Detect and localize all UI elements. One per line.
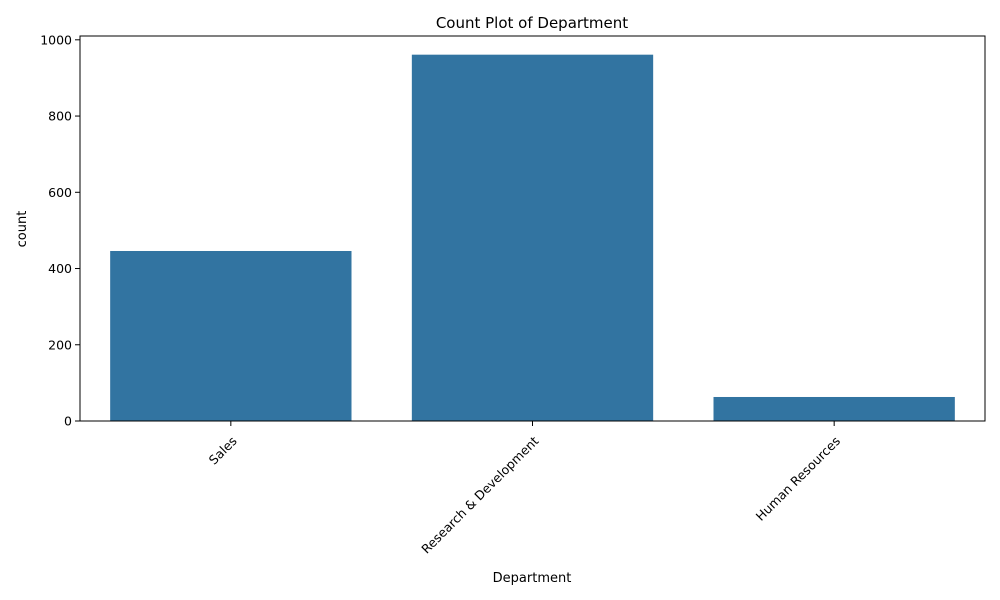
y-tick-label: 200 [48, 337, 72, 352]
x-axis-label: Department [493, 571, 572, 586]
plot-frame [79, 35, 986, 422]
x-tick-label: Human Resources [753, 433, 843, 523]
x-tick-label: Sales [206, 433, 240, 467]
y-tick-label: 800 [48, 109, 72, 124]
y-tick-label: 0 [64, 414, 72, 429]
x-axis-ticks: Sales Research & Development Human Resourc… [206, 421, 843, 556]
chart-title: Count Plot of Department [436, 14, 628, 32]
y-tick-label: 600 [48, 185, 72, 200]
y-axis-label: count [15, 211, 30, 248]
bar-research-development [411, 54, 654, 421]
bars-group [110, 54, 955, 421]
bar-human-resources [713, 396, 955, 421]
bar-sales [110, 250, 352, 421]
y-tick-label: 1000 [40, 32, 72, 47]
y-axis-ticks: 0 200 400 600 800 1000 [40, 32, 80, 429]
y-tick-label: 400 [48, 261, 72, 276]
x-tick-label: Research & Development [418, 433, 541, 556]
